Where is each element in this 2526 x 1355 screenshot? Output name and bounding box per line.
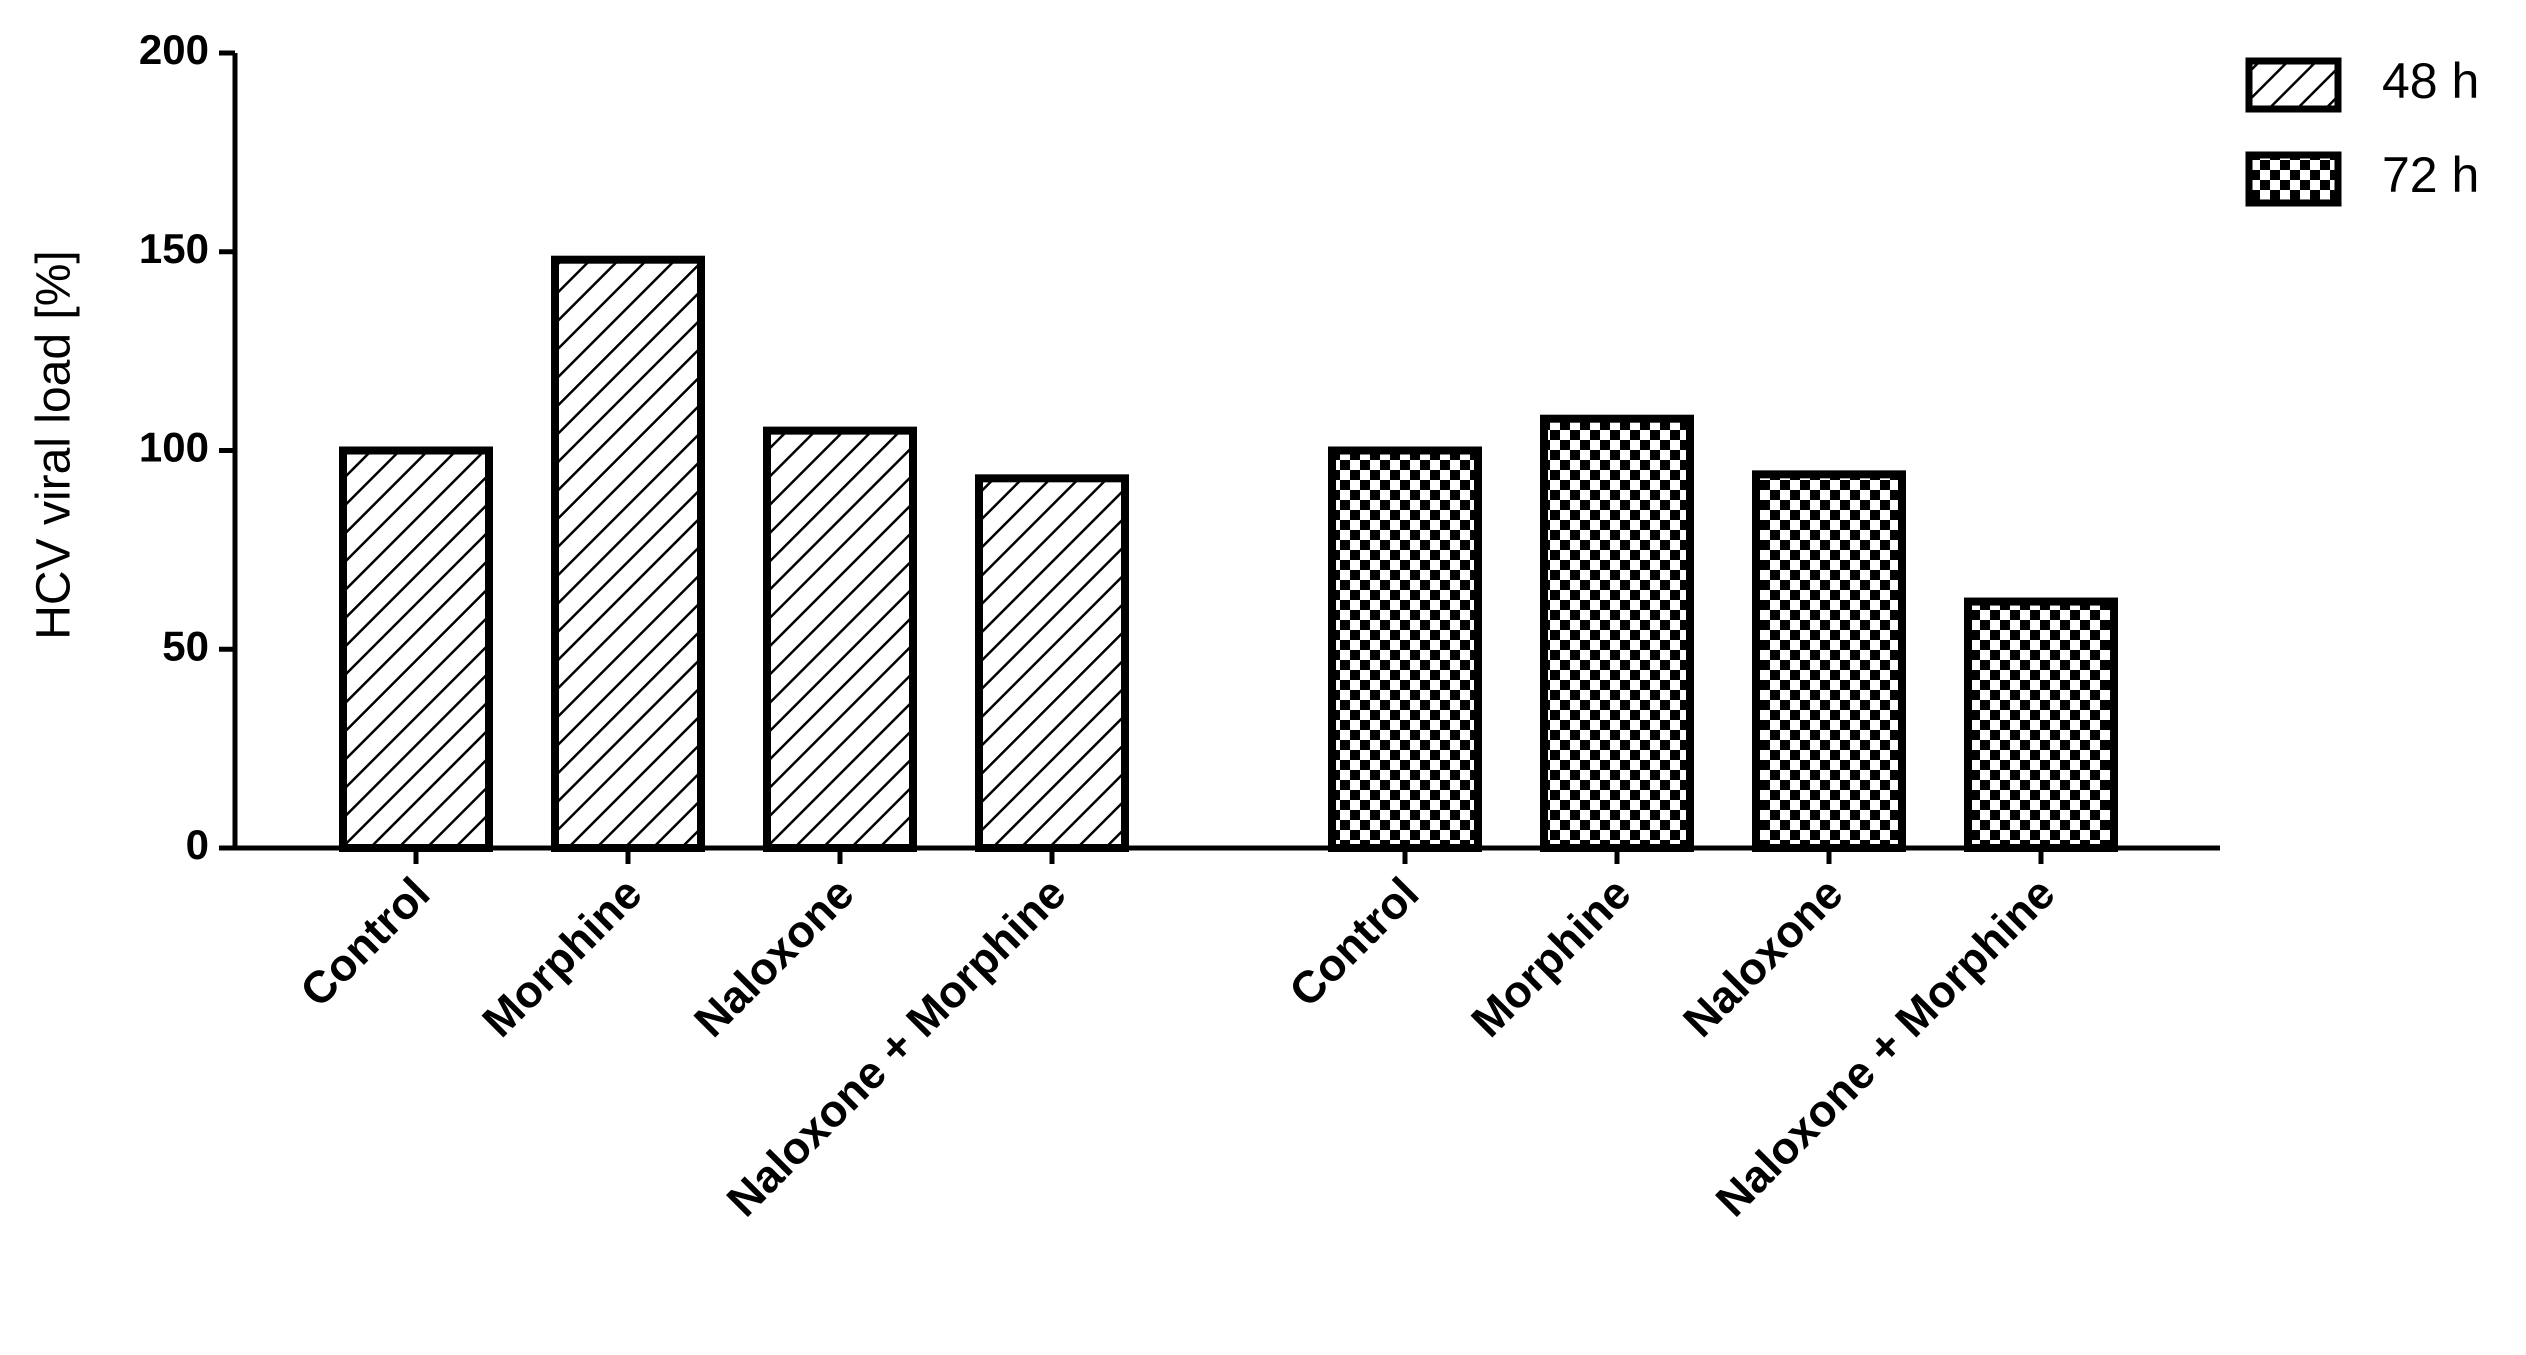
x-tick-label: Naloxone + Morphine: [717, 867, 1076, 1226]
bar: [975, 474, 1129, 852]
y-tick-label: 200: [139, 26, 209, 73]
x-tick-label: Control: [290, 867, 439, 1016]
y-tick-label: 100: [139, 424, 209, 471]
x-tick-label: Naloxone: [684, 867, 863, 1046]
y-tick-label: 0: [186, 821, 209, 868]
y-tick-label: 50: [162, 622, 209, 669]
y-axis-title: HCV viral load [%]: [28, 250, 81, 639]
legend-swatch: [2245, 151, 2342, 207]
legend-swatch: [2245, 57, 2342, 113]
bar: [339, 446, 493, 852]
bar: [1540, 414, 1694, 852]
legend-label: 48 h: [2382, 53, 2479, 109]
bar: [1964, 597, 2118, 852]
x-tick-label: Control: [1279, 867, 1428, 1016]
legend-label: 72 h: [2382, 147, 2479, 203]
bar: [551, 255, 705, 852]
x-tick-label: Morphine: [1461, 867, 1640, 1046]
x-tick-label: Naloxone + Morphine: [1706, 867, 2065, 1226]
x-tick-label: Naloxone: [1673, 867, 1852, 1046]
bar: [763, 426, 917, 852]
bar: [1752, 470, 1906, 852]
y-tick-label: 150: [139, 225, 209, 272]
bar: [1328, 446, 1482, 852]
x-tick-label: Morphine: [472, 867, 651, 1046]
